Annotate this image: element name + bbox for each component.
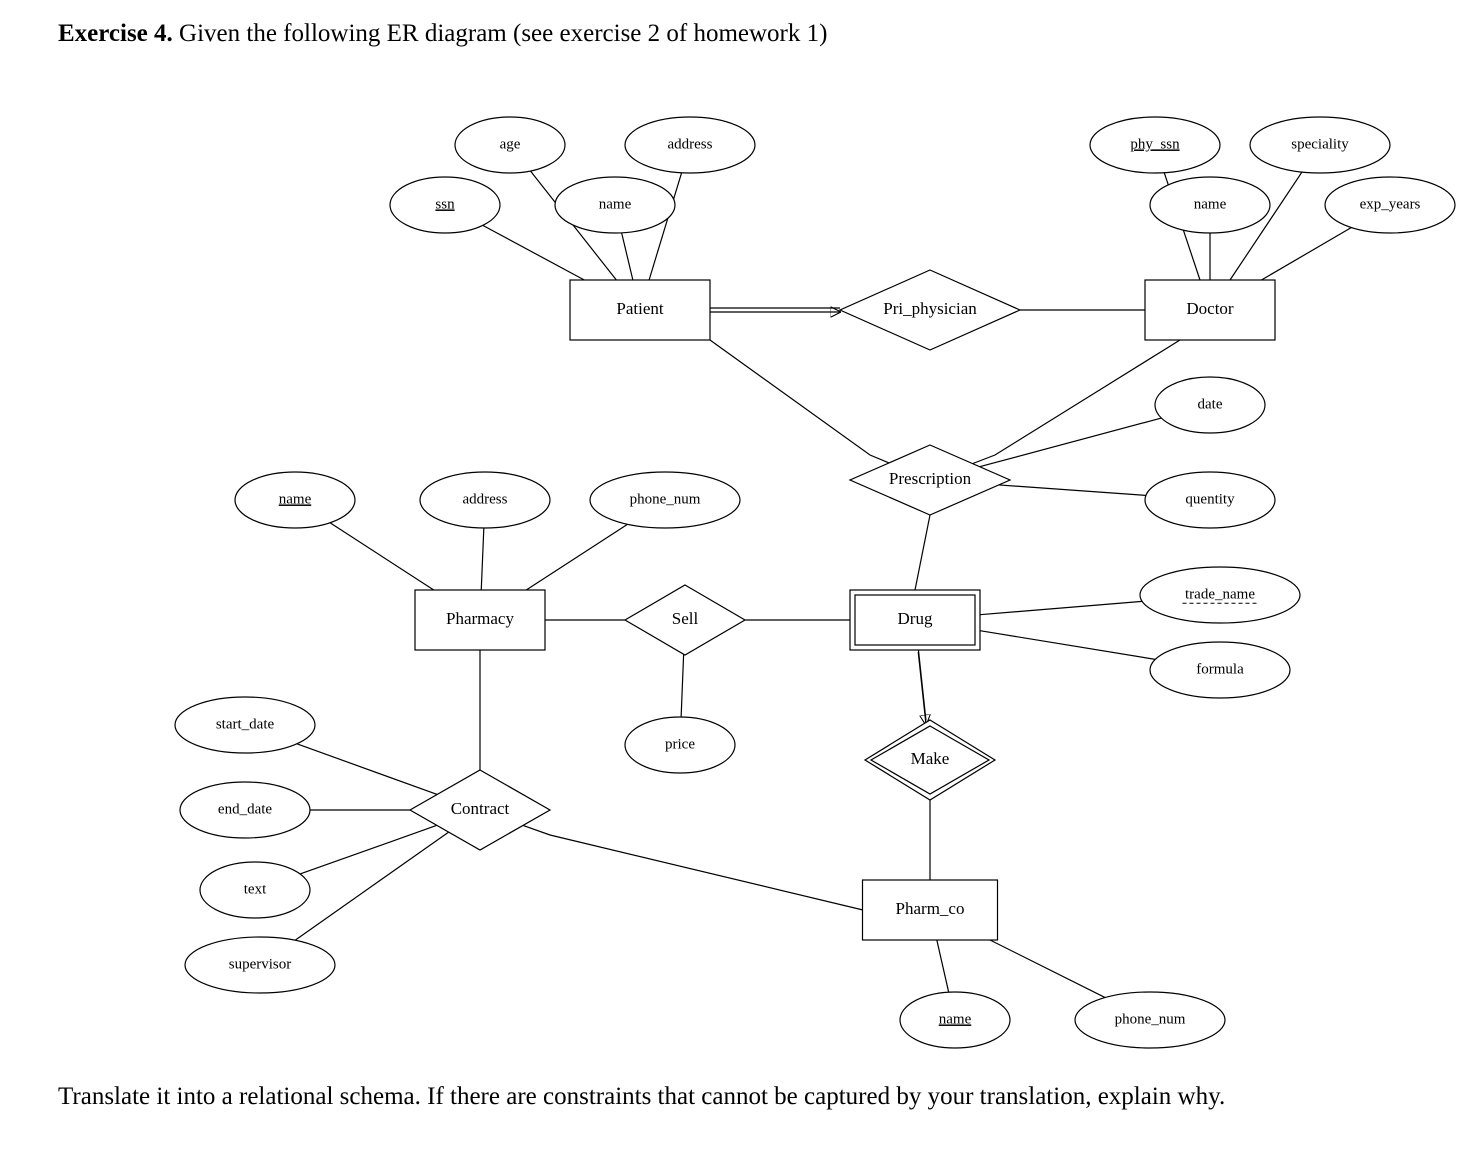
exercise-footer-text: Translate it into a relational schema. I…	[58, 1083, 1225, 1110]
attr-ct_start-label: start_date	[216, 716, 275, 732]
rel-make-label: Make	[911, 749, 950, 768]
attr-pc_phone-label: phone_num	[1115, 1011, 1186, 1027]
rel-sell-label: Sell	[672, 609, 699, 628]
attr-pat_ssn-label: ssn	[435, 196, 455, 212]
attr-doc_physsn-label: phy_ssn	[1130, 136, 1180, 152]
attr-pr_date-label: date	[1198, 396, 1223, 412]
entity-pharmco-label: Pharm_co	[896, 899, 965, 918]
entity-pharmacy-label: Pharmacy	[446, 609, 514, 628]
rel-prescription-label: Prescription	[889, 469, 972, 488]
attr-pc_name-label: name	[939, 1011, 972, 1027]
attr-ph_addr-label: address	[463, 491, 508, 507]
attr-drug_trade-label: trade_name	[1185, 586, 1255, 602]
attr-ct_end-label: end_date	[218, 801, 272, 817]
exercise-footer: Translate it into a relational schema. I…	[58, 1080, 1438, 1114]
attr-ct_sup-label: supervisor	[229, 956, 292, 972]
er-diagram: Patient Doctor Pharmacy Drug Pharm_co Pri_phy…	[0, 0, 1476, 1154]
entity-doctor-label: Doctor	[1186, 299, 1234, 318]
attr-doc_name-label: name	[1194, 196, 1227, 212]
rel-contract-label: Contract	[451, 799, 510, 818]
edges-layer	[480, 308, 1180, 910]
attr-pat_name-label: name	[599, 196, 632, 212]
attr-drug_formula-label: formula	[1196, 661, 1244, 677]
attr-pat_addr-label: address	[668, 136, 713, 152]
attr-sell_price-label: price	[665, 736, 695, 752]
attr-pat_age-label: age	[500, 136, 521, 152]
attr-doc_spec-label: speciality	[1291, 136, 1349, 152]
exercise-header: Exercise 4. Given the following ER diagr…	[58, 20, 827, 48]
attr-doc_exp-label: exp_years	[1360, 196, 1421, 212]
attr-ph_name-label: name	[279, 491, 312, 507]
entity-patient-label: Patient	[616, 299, 663, 318]
page-root: Exercise 4. Given the following ER diagr…	[0, 0, 1476, 1154]
attr-ph_phone-label: phone_num	[630, 491, 701, 507]
exercise-header-text: Given the following ER diagram (see exer…	[173, 20, 828, 47]
attr-pr_qty-label: quentity	[1185, 491, 1235, 507]
attr-ct_text-label: text	[244, 881, 267, 897]
rel-priphys-label: Pri_physician	[883, 299, 977, 318]
entity-drug-label: Drug	[898, 609, 933, 628]
exercise-header-bold: Exercise 4.	[58, 20, 173, 47]
